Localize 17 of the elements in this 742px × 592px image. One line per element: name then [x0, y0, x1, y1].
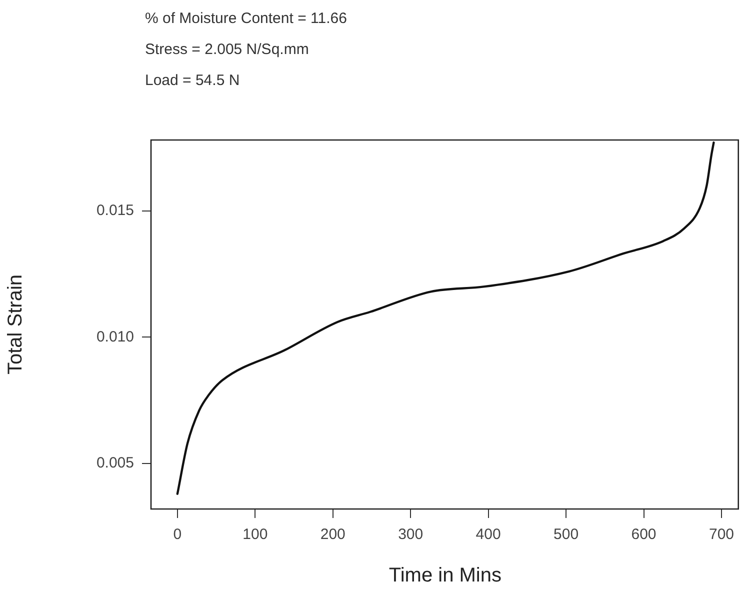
text: Load = 54.5 N — [145, 72, 240, 90]
x-tick-label: 600 — [631, 526, 656, 544]
y-tick-label: 0.005 — [96, 454, 134, 472]
x-tick-label: 700 — [708, 526, 734, 544]
text: Stress = 2.005 N/Sq.mm — [145, 41, 309, 58]
text: % of Moisture Content = 11.66 — [145, 10, 347, 28]
x-tick-label: 500 — [554, 526, 579, 544]
y-tick-label: 0.010 — [96, 328, 134, 346]
x-tick-label: 100 — [242, 526, 268, 544]
x-tick-label: 300 — [398, 526, 424, 544]
x-tick-label: 0 — [173, 526, 182, 544]
y-tick-label: 0.015 — [96, 202, 134, 219]
y-axis-title: Total Strain — [4, 274, 27, 375]
x-axis-title: Time in Mins — [388, 564, 502, 587]
x-tick-label: 200 — [320, 526, 346, 544]
x-tick-label: 400 — [476, 526, 501, 544]
line-series — [176, 141, 715, 495]
